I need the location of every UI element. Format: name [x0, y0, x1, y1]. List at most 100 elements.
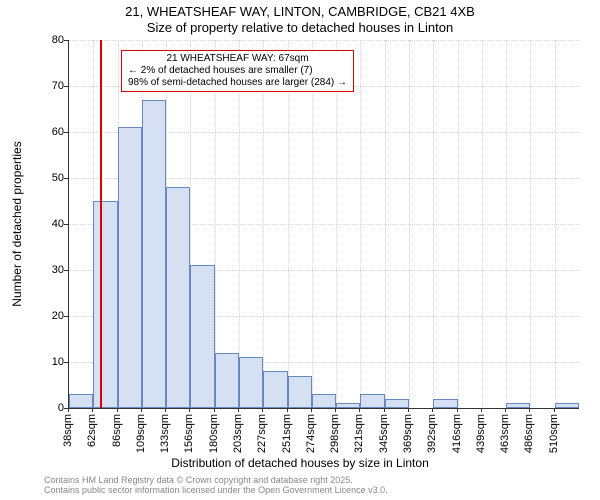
x-tick-label: 510sqm: [548, 414, 560, 453]
y-tick-mark: [64, 224, 68, 225]
grid-line-v: [385, 40, 386, 408]
property-marker-line: [100, 40, 102, 408]
x-tick-mark: [165, 408, 166, 412]
grid-line-v: [409, 40, 410, 408]
x-tick-mark: [335, 408, 336, 412]
grid-line-v: [336, 40, 337, 408]
histogram-bar: [215, 353, 239, 408]
annotation-box: 21 WHEATSHEAF WAY: 67sqm← 2% of detached…: [121, 50, 354, 92]
x-tick-label: 133sqm: [159, 414, 171, 453]
grid-line-v: [482, 40, 483, 408]
histogram-bar: [166, 187, 190, 408]
x-tick-label: 369sqm: [402, 414, 414, 453]
x-tick-label: 203sqm: [232, 414, 244, 453]
histogram-bar: [288, 376, 312, 408]
x-tick-label: 345sqm: [378, 414, 390, 453]
y-tick-label: 20: [34, 310, 64, 322]
histogram-bar: [263, 371, 287, 408]
y-tick-mark: [64, 86, 68, 87]
x-tick-mark: [457, 408, 458, 412]
x-tick-label: 439sqm: [475, 414, 487, 453]
grid-line-v: [312, 40, 313, 408]
x-tick-mark: [287, 408, 288, 412]
x-tick-label: 109sqm: [135, 414, 147, 453]
y-tick-label: 40: [34, 218, 64, 230]
x-tick-label: 227sqm: [256, 414, 268, 453]
annotation-line: 98% of semi-detached houses are larger (…: [128, 77, 347, 89]
y-tick-label: 0: [34, 402, 64, 414]
x-tick-label: 180sqm: [208, 414, 220, 453]
histogram-bar: [360, 394, 384, 408]
x-tick-mark: [359, 408, 360, 412]
y-tick-label: 30: [34, 264, 64, 276]
x-tick-label: 62sqm: [86, 414, 98, 447]
x-tick-mark: [529, 408, 530, 412]
x-tick-mark: [481, 408, 482, 412]
y-tick-mark: [64, 316, 68, 317]
footer-line2: Contains public sector information licen…: [44, 486, 388, 496]
grid-line-v: [263, 40, 264, 408]
x-tick-mark: [238, 408, 239, 412]
x-tick-label: 251sqm: [281, 414, 293, 453]
x-tick-label: 274sqm: [305, 414, 317, 453]
histogram-bar: [69, 394, 93, 408]
grid-line-v: [239, 40, 240, 408]
chart-container: 21, WHEATSHEAF WAY, LINTON, CAMBRIDGE, C…: [0, 0, 600, 500]
x-tick-label: 416sqm: [451, 414, 463, 453]
grid-line-v: [458, 40, 459, 408]
x-tick-mark: [432, 408, 433, 412]
x-tick-mark: [384, 408, 385, 412]
x-tick-mark: [311, 408, 312, 412]
y-tick-mark: [64, 40, 68, 41]
histogram-bar: [93, 201, 117, 408]
x-tick-mark: [189, 408, 190, 412]
histogram-bar: [142, 100, 166, 408]
y-tick-mark: [64, 362, 68, 363]
x-tick-mark: [214, 408, 215, 412]
grid-line-v: [506, 40, 507, 408]
x-tick-label: 156sqm: [183, 414, 195, 453]
histogram-bar: [433, 399, 457, 408]
histogram-bar: [385, 399, 409, 408]
plot-area: 21 WHEATSHEAF WAY: 67sqm← 2% of detached…: [68, 40, 579, 409]
y-tick-label: 60: [34, 126, 64, 138]
x-tick-mark: [408, 408, 409, 412]
histogram-bar: [506, 403, 530, 408]
y-tick-mark: [64, 178, 68, 179]
x-tick-label: 298sqm: [329, 414, 341, 453]
y-tick-label: 70: [34, 80, 64, 92]
x-tick-mark: [68, 408, 69, 412]
grid-line-v: [360, 40, 361, 408]
x-tick-label: 392sqm: [426, 414, 438, 453]
x-tick-label: 463sqm: [499, 414, 511, 453]
y-tick-mark: [64, 132, 68, 133]
y-tick-label: 80: [34, 34, 64, 46]
x-tick-label: 321sqm: [353, 414, 365, 453]
x-tick-mark: [141, 408, 142, 412]
histogram-bar: [336, 403, 360, 408]
annotation-line: 21 WHEATSHEAF WAY: 67sqm: [128, 53, 347, 65]
annotation-line: ← 2% of detached houses are smaller (7): [128, 65, 347, 77]
x-tick-label: 86sqm: [111, 414, 123, 447]
x-axis-label: Distribution of detached houses by size …: [0, 456, 600, 470]
histogram-bar: [190, 265, 214, 408]
x-tick-mark: [117, 408, 118, 412]
histogram-bar: [555, 403, 579, 408]
grid-line-v: [530, 40, 531, 408]
histogram-bar: [312, 394, 336, 408]
x-tick-label: 38sqm: [62, 414, 74, 447]
grid-line-v: [555, 40, 556, 408]
histogram-bar: [239, 357, 263, 408]
grid-line-v: [288, 40, 289, 408]
chart-title-line1: 21, WHEATSHEAF WAY, LINTON, CAMBRIDGE, C…: [0, 4, 600, 19]
x-tick-mark: [262, 408, 263, 412]
x-tick-mark: [505, 408, 506, 412]
x-tick-mark: [554, 408, 555, 412]
y-tick-mark: [64, 270, 68, 271]
grid-line-h: [69, 40, 579, 41]
footer-attribution: Contains HM Land Registry data © Crown c…: [44, 476, 388, 496]
x-tick-label: 486sqm: [523, 414, 535, 453]
grid-line-v: [433, 40, 434, 408]
chart-title-line2: Size of property relative to detached ho…: [0, 20, 600, 35]
histogram-bar: [118, 127, 142, 408]
